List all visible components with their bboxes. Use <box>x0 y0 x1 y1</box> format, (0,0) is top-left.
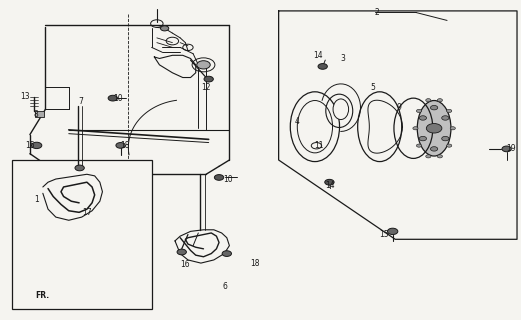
Circle shape <box>222 251 231 256</box>
Circle shape <box>430 147 438 151</box>
Circle shape <box>419 116 427 120</box>
Text: 9: 9 <box>396 103 401 112</box>
Circle shape <box>204 76 213 82</box>
Circle shape <box>446 144 452 147</box>
Circle shape <box>197 61 210 69</box>
Circle shape <box>177 249 187 255</box>
Text: 15: 15 <box>26 141 35 150</box>
Text: 8: 8 <box>34 109 39 118</box>
Text: 14: 14 <box>313 51 323 60</box>
Circle shape <box>426 124 442 133</box>
Circle shape <box>446 109 452 113</box>
Text: 19: 19 <box>506 144 516 153</box>
Circle shape <box>116 142 125 148</box>
Circle shape <box>108 95 117 101</box>
Circle shape <box>59 204 68 209</box>
Circle shape <box>325 179 334 185</box>
Text: 10: 10 <box>223 174 233 184</box>
Text: 10: 10 <box>113 94 122 103</box>
Circle shape <box>426 99 431 102</box>
Bar <box>35 111 44 117</box>
Text: 7: 7 <box>78 97 83 106</box>
Circle shape <box>437 99 442 102</box>
Text: 2: 2 <box>375 8 379 17</box>
Text: 12: 12 <box>201 83 210 92</box>
Circle shape <box>502 146 511 152</box>
Circle shape <box>75 165 84 171</box>
Circle shape <box>416 109 421 113</box>
Circle shape <box>318 64 327 69</box>
Circle shape <box>32 190 43 196</box>
Text: 5: 5 <box>370 83 375 92</box>
Ellipse shape <box>417 100 451 156</box>
Text: 3: 3 <box>341 54 346 63</box>
Circle shape <box>442 136 449 141</box>
Text: 15: 15 <box>380 230 389 239</box>
Text: 1: 1 <box>34 195 39 204</box>
Bar <box>12 160 152 309</box>
Text: 4: 4 <box>294 117 299 126</box>
Circle shape <box>430 105 438 110</box>
Text: 13: 13 <box>20 92 30 101</box>
Circle shape <box>426 155 431 158</box>
Text: FR.: FR. <box>35 291 49 300</box>
Text: 11: 11 <box>314 141 324 150</box>
Text: 14: 14 <box>325 181 335 190</box>
Circle shape <box>214 175 224 180</box>
Circle shape <box>450 127 455 130</box>
Circle shape <box>388 228 398 235</box>
Text: 18: 18 <box>120 141 130 150</box>
Circle shape <box>160 26 169 31</box>
Circle shape <box>437 155 442 158</box>
Text: 17: 17 <box>82 208 91 217</box>
Text: 18: 18 <box>250 259 259 268</box>
Circle shape <box>442 116 449 120</box>
Circle shape <box>31 142 42 148</box>
Text: 6: 6 <box>223 282 228 292</box>
Ellipse shape <box>333 99 349 120</box>
Circle shape <box>419 136 427 141</box>
Text: 16: 16 <box>180 260 190 269</box>
Circle shape <box>416 144 421 147</box>
Circle shape <box>413 127 418 130</box>
